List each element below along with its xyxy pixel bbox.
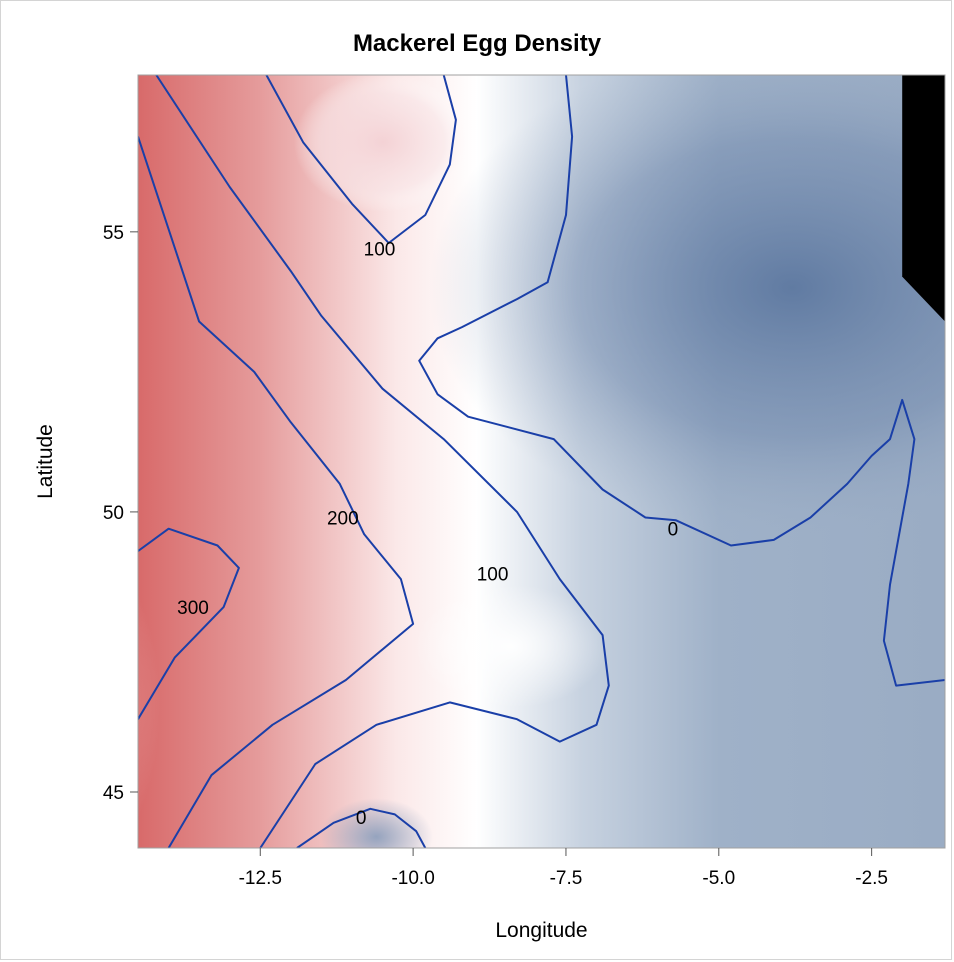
x-tick-label: -5.0 <box>702 868 735 889</box>
chart-title: Mackerel Egg Density <box>352 30 602 57</box>
y-tick-label: 45 <box>103 783 124 804</box>
axes: -12.5 -10.0 -7.5 -5.0 -2.5 45 50 55 <box>103 223 888 889</box>
contour-labels: 100 200 100 0 300 0 <box>177 240 679 830</box>
contour-label-100: 100 <box>477 565 509 586</box>
y-axis-label: Latitude <box>34 424 57 499</box>
contour-label-200: 200 <box>327 509 359 530</box>
contour-label-0: 0 <box>668 520 679 541</box>
x-tick-label: -10.0 <box>391 868 434 889</box>
field-low-region <box>429 75 945 536</box>
contour-line-200 <box>138 136 415 848</box>
y-tick-label: 50 <box>103 503 124 524</box>
y-tick-label: 55 <box>103 223 124 244</box>
contour-lines <box>138 75 945 848</box>
contour-line-100 <box>155 75 610 848</box>
field-high-region-north <box>293 75 472 212</box>
field-low-region-south <box>319 798 433 848</box>
contour-line-300 <box>138 527 240 720</box>
contour-line-0 <box>296 807 427 848</box>
field-mid-region <box>414 584 608 709</box>
x-axis-label: Longitude <box>495 919 587 942</box>
density-field <box>138 75 945 848</box>
missing-data-region <box>902 75 945 322</box>
field-high-region <box>138 359 364 848</box>
contour-line-0 <box>418 75 945 687</box>
x-tick-label: -7.5 <box>550 868 583 889</box>
plot-area-border <box>137 74 946 849</box>
contour-label-0: 0 <box>356 808 367 829</box>
contour-label-300: 300 <box>177 598 209 619</box>
x-tick-label: -12.5 <box>239 868 282 889</box>
contour-label-100: 100 <box>364 240 396 261</box>
contour-line-100 <box>265 75 457 244</box>
x-tick-label: -2.5 <box>855 868 888 889</box>
